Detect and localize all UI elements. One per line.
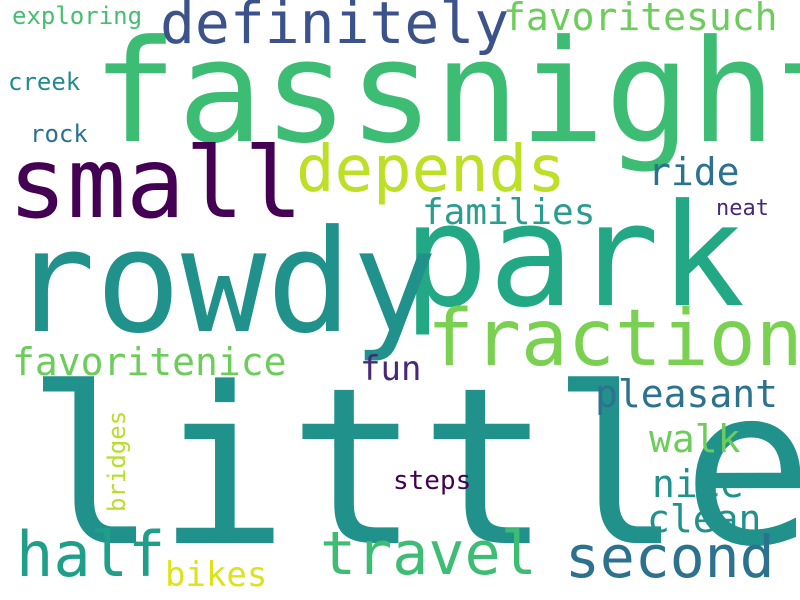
- word-fun: fun: [360, 349, 422, 389]
- word-walk: walk: [649, 417, 741, 461]
- word-favoritenice: favoritenice: [12, 340, 287, 384]
- word-small: small: [8, 127, 304, 241]
- word-pleasant: pleasant: [595, 372, 779, 416]
- word-bikes: bikes: [165, 555, 268, 595]
- word-families: families: [422, 192, 596, 233]
- word-half: half: [16, 518, 166, 591]
- word-bridges: bridges: [103, 410, 131, 512]
- word-neat: neat: [716, 196, 769, 221]
- word-rowdy: rowdy: [10, 200, 438, 365]
- word-steps: steps: [393, 466, 472, 496]
- word-nice: nice: [652, 462, 744, 506]
- word-exploring: exploring: [12, 2, 143, 30]
- word-definitely: definitely: [160, 0, 510, 57]
- word-fraction: fraction: [427, 294, 800, 384]
- word-ride: ride: [648, 150, 740, 194]
- word-depends: depends: [296, 133, 566, 207]
- word-clean: clean: [647, 497, 762, 541]
- word-little: little: [26, 342, 800, 595]
- word-travel: travel: [320, 519, 537, 589]
- word-rock: rock: [30, 120, 88, 148]
- word-favoritesuch: favoritesuch: [503, 0, 778, 39]
- word-creek: creek: [8, 68, 81, 96]
- word-park: park: [403, 174, 745, 339]
- word-fassnight: fassnight: [92, 10, 800, 175]
- word-second: second: [565, 523, 775, 591]
